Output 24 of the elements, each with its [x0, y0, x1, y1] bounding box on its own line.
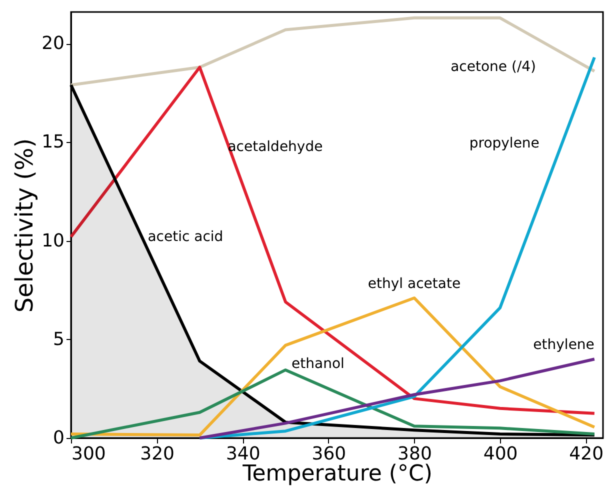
y-axis-title: Selectivity (%) — [10, 138, 39, 313]
line-series — [70, 368, 596, 440]
x-tick-label: 300 — [72, 444, 106, 464]
series-label: ethylene — [533, 337, 594, 354]
x-tick-label: 380 — [398, 444, 432, 464]
line-series — [70, 296, 596, 437]
series-label: acetic acid — [148, 229, 224, 246]
x-tick-label: 420 — [569, 444, 604, 464]
y-tick-label: 20 — [42, 33, 64, 54]
y-tick-label: 15 — [42, 132, 64, 153]
x-tick-label: 400 — [483, 444, 518, 464]
x-tick-label: 320 — [140, 444, 174, 464]
series-label: ethyl acetate — [368, 276, 461, 292]
x-tick-label: 360 — [312, 444, 346, 464]
x-tick-label: 340 — [226, 444, 260, 464]
line-series — [70, 16, 596, 86]
series-label: acetone (/4) — [450, 58, 536, 75]
line-series — [198, 358, 596, 440]
y-tick-label: 0 — [53, 428, 64, 448]
series-label: ethanol — [292, 356, 344, 372]
x-axis-title: Temperature (°C) — [242, 462, 432, 486]
y-tick-label: 10 — [42, 230, 64, 252]
y-tick-label: 5 — [53, 328, 64, 350]
series-label: propylene — [469, 135, 540, 152]
